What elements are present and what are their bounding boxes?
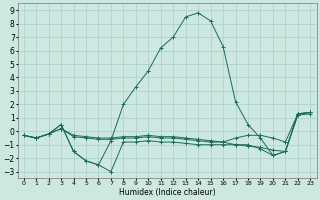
X-axis label: Humidex (Indice chaleur): Humidex (Indice chaleur) xyxy=(119,188,215,197)
